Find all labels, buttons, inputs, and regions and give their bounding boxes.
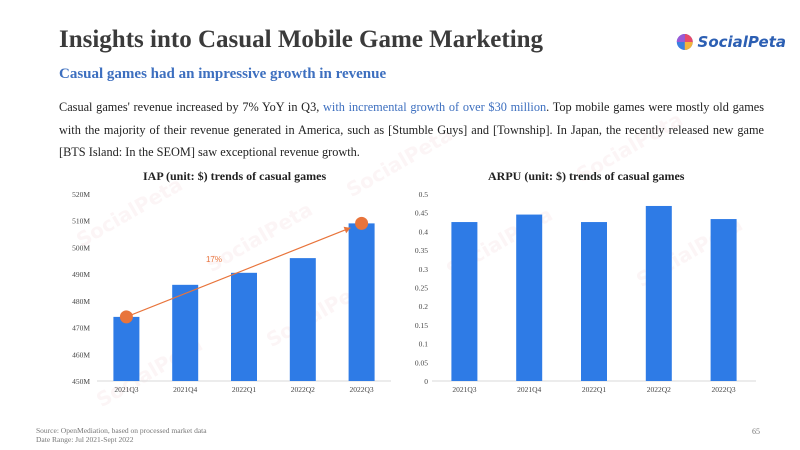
bar [710, 219, 737, 381]
y-tick-label: 0 [424, 377, 428, 386]
paragraph-highlight: with incremental growth of over $30 mill… [323, 100, 547, 114]
y-tick-label: 0.1 [419, 340, 429, 349]
logo-text: SocialPeta [697, 33, 786, 51]
logo: SocialPeta [676, 28, 786, 56]
y-tick-label: 0.3 [419, 265, 429, 274]
y-tick-label: 0.4 [419, 227, 429, 236]
source-note: Source: OpenMediation, based on processe… [36, 426, 207, 435]
y-tick-label: 0.35 [415, 246, 428, 255]
bar [289, 258, 316, 381]
page-title: Insights into Casual Mobile Game Marketi… [59, 26, 544, 53]
iap-chart-title: IAP (unit: $) trends of casual games [143, 169, 327, 183]
y-tick-label: 0.05 [415, 358, 428, 367]
x-tick-label: 2021Q4 [517, 385, 541, 394]
trend-end-marker [355, 216, 369, 230]
x-tick-label: 2022Q3 [712, 385, 736, 394]
paragraph-part1: Casual games' revenue increased by 7% Yo… [59, 100, 324, 114]
bar [645, 205, 672, 381]
x-tick-label: 2021Q4 [173, 385, 197, 394]
y-tick-label: 510M [72, 217, 90, 226]
bar [581, 222, 607, 381]
bar [451, 222, 478, 381]
y-tick-label: 460M [72, 350, 90, 359]
trend-label: 17% [206, 255, 222, 264]
y-tick-label: 490M [72, 270, 90, 279]
x-tick-label: 2021Q3 [452, 385, 476, 394]
y-tick-label: 0.25 [415, 284, 428, 293]
y-tick-label: 0.15 [415, 321, 428, 330]
summary-paragraph: Casual games' revenue increased by 7% Yo… [59, 96, 764, 164]
x-tick-label: 2022Q2 [291, 385, 315, 394]
paragraph-part2: . Top mobile games were mostly old games… [59, 100, 765, 159]
y-tick-label: 0.5 [419, 190, 429, 199]
logo-icon [676, 34, 693, 50]
footer-source: Source: OpenMediation, based on processe… [36, 426, 207, 444]
x-tick-label: 2022Q1 [582, 385, 606, 394]
y-tick-label: 0.2 [419, 302, 429, 311]
y-tick-label: 480M [72, 297, 90, 306]
trend-arrow-line [126, 227, 351, 318]
y-tick-label: 450M [72, 377, 90, 386]
x-tick-label: 2022Q2 [647, 385, 671, 394]
trend-start-marker [119, 310, 133, 324]
bar [516, 214, 543, 381]
y-tick-label: 520M [72, 190, 90, 199]
bar [231, 272, 257, 381]
trend-arrow-head [343, 226, 351, 234]
y-tick-label: 0.45 [415, 209, 428, 218]
section-subtitle: Casual games had an impressive growth in… [59, 66, 387, 82]
y-tick-label: 470M [72, 324, 90, 333]
bar [348, 223, 375, 381]
arpu-chart-title: ARPU (unit: $) trends of casual games [488, 169, 685, 183]
bar [113, 316, 140, 381]
x-tick-label: 2022Q3 [350, 385, 374, 394]
date-range-note: Date Range: Jul 2021-Sept 2022 [36, 435, 134, 444]
page-number: 65 [752, 427, 760, 436]
x-tick-label: 2022Q1 [232, 385, 256, 394]
bar [172, 284, 199, 381]
x-tick-label: 2021Q3 [114, 385, 138, 394]
y-tick-label: 500M [72, 243, 90, 252]
